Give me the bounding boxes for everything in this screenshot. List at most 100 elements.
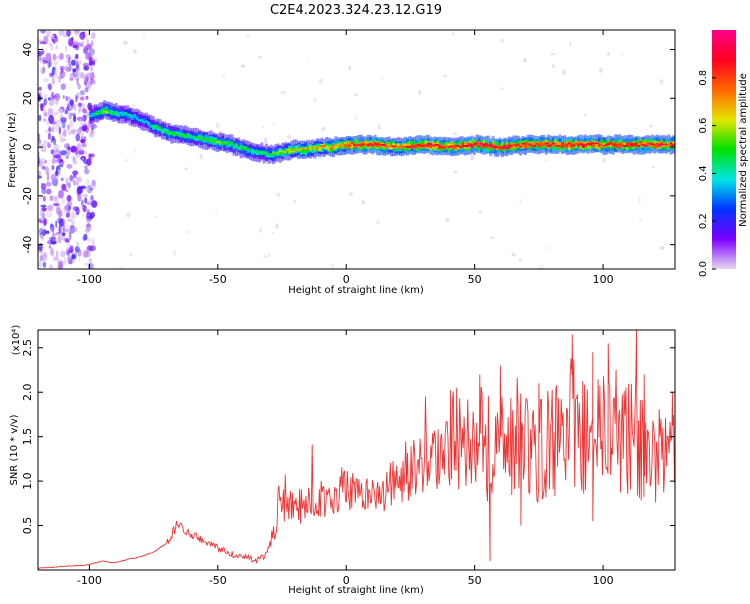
noise-speckle bbox=[85, 79, 91, 89]
ridge-cell bbox=[96, 111, 100, 114]
ridge-cell bbox=[424, 144, 428, 147]
y-tick-label: 40 bbox=[21, 43, 34, 57]
ridge-cell bbox=[281, 150, 285, 153]
ridge-cell bbox=[253, 151, 257, 153]
ridge-cell bbox=[524, 144, 527, 148]
noise-speckle bbox=[74, 104, 77, 112]
ridge-cell bbox=[426, 143, 430, 148]
noise-speckle bbox=[67, 253, 71, 263]
noise-speckle bbox=[56, 250, 59, 258]
ridge-cell bbox=[198, 136, 201, 139]
ridge-cell bbox=[500, 141, 504, 150]
ridge-cell bbox=[383, 144, 386, 147]
ridge-cell bbox=[163, 128, 167, 133]
noise-speckle bbox=[38, 175, 43, 179]
noise-speckle bbox=[500, 38, 504, 43]
noise-speckle bbox=[272, 122, 276, 125]
noise-speckle bbox=[56, 97, 59, 107]
noise-speckle bbox=[77, 249, 82, 257]
noise-speckle bbox=[85, 111, 90, 118]
ridge-cell bbox=[373, 144, 377, 147]
ridge-cell bbox=[389, 140, 393, 149]
noise-speckle bbox=[442, 74, 447, 78]
ridge-cell bbox=[392, 145, 396, 148]
noise-speckle bbox=[91, 58, 98, 62]
ridge-cell bbox=[281, 151, 285, 156]
noise-speckle bbox=[90, 195, 94, 202]
noise-speckle bbox=[73, 75, 80, 81]
ridge-cell bbox=[660, 143, 664, 146]
ridge-cell bbox=[207, 137, 211, 142]
snr-panel: -100 -50 0 50 100 0.5 1.0 1.5 2.0 2.5 Height of … bbox=[9, 325, 676, 596]
noise-speckle bbox=[65, 189, 69, 193]
noise-speckle bbox=[40, 143, 47, 153]
noise-speckle bbox=[72, 68, 77, 73]
noise-speckle bbox=[66, 163, 73, 169]
noise-speckle bbox=[380, 75, 384, 81]
ridge-cell bbox=[588, 141, 592, 146]
ridge-cell bbox=[634, 143, 638, 145]
ridge-cell bbox=[359, 142, 363, 145]
ridge-cell bbox=[484, 145, 488, 148]
ridge-cell bbox=[588, 143, 592, 146]
noise-speckle bbox=[82, 62, 90, 67]
noise-speckle bbox=[43, 218, 48, 226]
ridge-cell bbox=[105, 111, 109, 114]
noise-speckle bbox=[44, 230, 50, 234]
ridge-cell bbox=[547, 142, 550, 147]
ridge-cell bbox=[567, 142, 571, 145]
snr-y-multiplier: (x10⁴) bbox=[11, 325, 22, 356]
noise-speckle bbox=[90, 66, 94, 72]
ridge-cell bbox=[352, 144, 356, 146]
y-tick-label: 1.0 bbox=[21, 472, 34, 490]
noise-speckle bbox=[54, 93, 61, 101]
noise-speckle bbox=[43, 195, 46, 202]
ridge-cell bbox=[221, 142, 224, 145]
noise-speckle bbox=[469, 154, 475, 160]
ridge-cell bbox=[493, 145, 497, 150]
ridge-cell bbox=[609, 142, 613, 145]
noise-speckle bbox=[83, 65, 90, 71]
noise-speckle bbox=[73, 160, 78, 165]
ridge-cell bbox=[262, 151, 266, 153]
y-tick-label: 2.5 bbox=[21, 339, 34, 357]
ridge-cell bbox=[535, 141, 539, 150]
noise-speckle bbox=[58, 150, 61, 155]
noise-speckle bbox=[276, 192, 281, 197]
noise-speckle bbox=[83, 46, 88, 55]
ridge-cell bbox=[530, 145, 534, 147]
ridge-cell bbox=[126, 114, 130, 118]
noise-speckle bbox=[51, 165, 55, 171]
noise-speckle bbox=[280, 91, 286, 94]
noise-speckle bbox=[69, 77, 74, 81]
ridge-cell bbox=[530, 141, 534, 146]
ridge-cell bbox=[315, 147, 319, 150]
ridge-cell bbox=[188, 136, 192, 139]
colorbar-tick-label: 0.2 bbox=[698, 213, 709, 229]
ridge-cell bbox=[161, 129, 164, 134]
ridge-cell bbox=[512, 144, 516, 146]
noise-speckle bbox=[83, 233, 88, 240]
ridge-cell bbox=[181, 133, 185, 138]
ridge-cell bbox=[364, 144, 368, 146]
noise-speckle bbox=[131, 104, 135, 108]
noise-speckle bbox=[57, 190, 62, 199]
ridge-cell bbox=[369, 143, 372, 145]
noise-speckle bbox=[142, 33, 146, 37]
noise-speckle bbox=[651, 166, 655, 169]
noise-speckle bbox=[72, 44, 78, 49]
noise-speckle bbox=[258, 228, 263, 233]
ridge-cell bbox=[389, 145, 393, 147]
noise-speckle bbox=[79, 72, 85, 79]
ridge-cell bbox=[209, 138, 213, 141]
ridge-cell bbox=[255, 150, 259, 152]
ridge-cell bbox=[644, 145, 648, 147]
noise-speckle bbox=[82, 120, 88, 126]
ridge-cell bbox=[507, 145, 511, 148]
noise-speckle bbox=[70, 59, 76, 66]
noise-speckle bbox=[38, 133, 41, 141]
ridge-cell bbox=[371, 144, 375, 147]
noise-speckle bbox=[88, 263, 94, 269]
noise-speckle bbox=[89, 245, 96, 252]
ridge-cell bbox=[214, 141, 218, 144]
